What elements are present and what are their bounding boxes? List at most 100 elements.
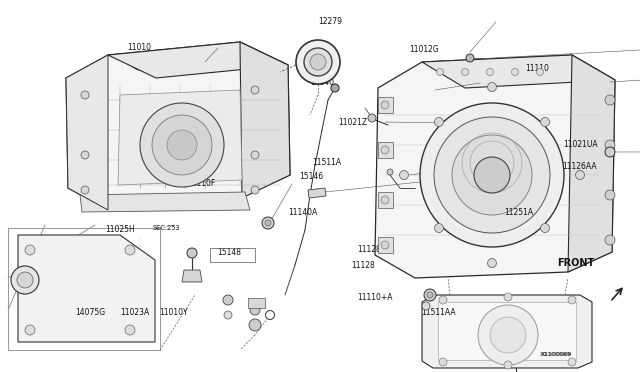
Text: 12279: 12279 <box>318 17 342 26</box>
Circle shape <box>381 101 389 109</box>
Polygon shape <box>18 235 155 342</box>
Text: 11140: 11140 <box>310 78 334 87</box>
Circle shape <box>223 295 233 305</box>
Circle shape <box>422 302 430 310</box>
Text: 11251A: 11251A <box>504 208 534 217</box>
Ellipse shape <box>130 58 166 73</box>
Circle shape <box>434 117 550 233</box>
Ellipse shape <box>134 60 162 70</box>
Polygon shape <box>378 97 393 113</box>
Circle shape <box>387 169 393 175</box>
Circle shape <box>488 83 497 92</box>
Circle shape <box>265 220 271 226</box>
Text: 11012G: 11012G <box>410 45 439 54</box>
Circle shape <box>399 170 408 180</box>
Circle shape <box>511 68 518 76</box>
Polygon shape <box>66 55 108 210</box>
Polygon shape <box>248 298 265 308</box>
Polygon shape <box>108 42 288 78</box>
Polygon shape <box>308 188 326 198</box>
Circle shape <box>17 272 33 288</box>
Circle shape <box>81 91 89 99</box>
Circle shape <box>187 248 197 258</box>
Polygon shape <box>378 192 393 208</box>
Circle shape <box>140 103 224 187</box>
Circle shape <box>249 319 261 331</box>
Text: 11010: 11010 <box>127 43 152 52</box>
Text: 11110F: 11110F <box>187 179 215 188</box>
Polygon shape <box>66 42 290 210</box>
Text: 11128: 11128 <box>351 262 374 270</box>
Polygon shape <box>182 270 202 282</box>
Text: X1100069: X1100069 <box>540 353 572 357</box>
Circle shape <box>486 68 493 76</box>
Polygon shape <box>80 192 250 212</box>
Polygon shape <box>422 55 615 88</box>
Ellipse shape <box>188 60 216 70</box>
Circle shape <box>605 235 615 245</box>
Circle shape <box>568 296 576 304</box>
Circle shape <box>25 325 35 335</box>
Circle shape <box>568 358 576 366</box>
Circle shape <box>461 68 468 76</box>
Circle shape <box>427 292 433 298</box>
Polygon shape <box>378 237 393 253</box>
Text: 11010Y: 11010Y <box>159 308 188 317</box>
Circle shape <box>478 305 538 365</box>
Text: X1100069: X1100069 <box>541 352 572 357</box>
Text: 11128A: 11128A <box>357 245 386 254</box>
Circle shape <box>452 135 532 215</box>
Ellipse shape <box>157 58 193 73</box>
Circle shape <box>420 103 564 247</box>
Circle shape <box>504 293 512 301</box>
Circle shape <box>251 186 259 194</box>
Circle shape <box>605 140 615 150</box>
Circle shape <box>167 130 197 160</box>
Circle shape <box>296 40 340 84</box>
Circle shape <box>466 54 474 62</box>
Circle shape <box>435 224 444 232</box>
Circle shape <box>125 325 135 335</box>
Text: 14075G: 14075G <box>76 308 106 317</box>
Circle shape <box>381 196 389 204</box>
Text: 11021Z: 11021Z <box>338 118 367 127</box>
Ellipse shape <box>161 60 189 70</box>
Circle shape <box>250 305 260 315</box>
Text: 11511A: 11511A <box>312 158 342 167</box>
Polygon shape <box>568 55 615 272</box>
Ellipse shape <box>184 58 220 73</box>
Circle shape <box>436 68 444 76</box>
Polygon shape <box>118 90 242 185</box>
Circle shape <box>541 224 550 232</box>
Circle shape <box>439 358 447 366</box>
Text: 11110+A: 11110+A <box>357 293 392 302</box>
Circle shape <box>424 289 436 301</box>
Circle shape <box>125 245 135 255</box>
Circle shape <box>224 311 232 319</box>
Text: 11110: 11110 <box>525 64 548 73</box>
Text: 11140A: 11140A <box>288 208 317 217</box>
Circle shape <box>251 86 259 94</box>
Circle shape <box>11 266 39 294</box>
Text: 11025H: 11025H <box>106 225 135 234</box>
Polygon shape <box>375 55 615 278</box>
Text: SEC.253: SEC.253 <box>152 225 180 231</box>
Circle shape <box>81 151 89 159</box>
Circle shape <box>490 317 526 353</box>
Circle shape <box>504 361 512 369</box>
Circle shape <box>488 259 497 267</box>
Circle shape <box>381 146 389 154</box>
Text: 15146: 15146 <box>300 172 324 181</box>
Circle shape <box>439 296 447 304</box>
Circle shape <box>575 170 584 180</box>
Circle shape <box>536 68 543 76</box>
Circle shape <box>605 147 615 157</box>
Polygon shape <box>422 295 592 368</box>
Text: 15148: 15148 <box>218 248 242 257</box>
Circle shape <box>262 217 274 229</box>
Circle shape <box>251 151 259 159</box>
Circle shape <box>605 95 615 105</box>
Text: 11126AA: 11126AA <box>562 162 596 171</box>
Circle shape <box>474 157 510 193</box>
Polygon shape <box>438 302 576 360</box>
